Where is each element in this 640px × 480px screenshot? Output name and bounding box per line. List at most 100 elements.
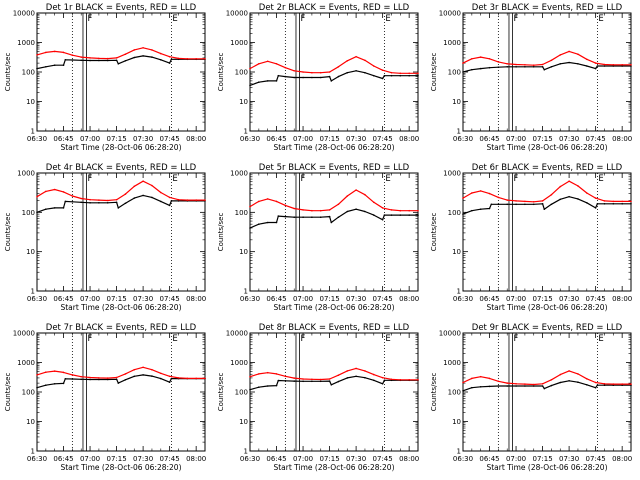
- events-point: [596, 384, 599, 387]
- lld-point: [302, 209, 304, 211]
- events-point: [603, 384, 606, 387]
- events-point: [53, 383, 56, 385]
- lld-point: [541, 383, 544, 385]
- events-point: [142, 55, 144, 57]
- y-axis-label: Counts/sec: [217, 53, 225, 92]
- y-tick-label: 10: [452, 418, 461, 426]
- x-tick-label: 06:45: [53, 295, 73, 303]
- time-marker-label: F: [88, 174, 93, 184]
- lld-point: [53, 188, 56, 191]
- events-point: [89, 59, 91, 62]
- events-point: [117, 63, 120, 65]
- events-point: [284, 75, 287, 78]
- y-tick-label: 10000: [226, 330, 248, 338]
- lld-point: [204, 58, 206, 60]
- lld-point: [89, 57, 91, 59]
- lld-point: [115, 57, 118, 59]
- y-tick-label: 10: [26, 418, 35, 426]
- x-tick-label: 07:15: [106, 135, 126, 143]
- lld-point: [373, 65, 375, 67]
- events-point: [568, 61, 570, 64]
- lld-point: [249, 375, 251, 378]
- lld-point: [399, 209, 402, 212]
- x-tick-label: 08:00: [612, 135, 632, 143]
- x-axis-label: Start Time (28-Oct-06 06:28:20): [273, 463, 394, 472]
- y-tick-label: 1: [244, 448, 248, 456]
- lld-point: [168, 196, 171, 199]
- events-point: [249, 84, 251, 87]
- time-marker-label: E: [385, 174, 390, 184]
- x-tick-label: 07:45: [373, 135, 393, 143]
- events-series-line: [36, 55, 205, 70]
- plot-frame: [36, 172, 206, 292]
- lld-point: [594, 381, 597, 384]
- events-point: [364, 71, 366, 74]
- y-tick-label: 10000: [13, 10, 35, 18]
- lld-point: [177, 377, 180, 379]
- events-point: [364, 210, 366, 213]
- events-point: [284, 380, 287, 382]
- x-tick-label: 06:45: [266, 455, 286, 463]
- events-point: [373, 74, 375, 77]
- events-point: [630, 203, 632, 205]
- lld-point: [364, 59, 366, 62]
- x-axis-label: Start Time (28-Oct-06 06:28:20): [486, 303, 607, 312]
- events-point: [64, 200, 67, 203]
- x-tick-label: 06:30: [27, 135, 47, 143]
- lld-point: [524, 64, 526, 66]
- y-tick-label: 1000: [443, 39, 461, 47]
- lld-point: [462, 381, 464, 384]
- detector-panel: Det 4r BLACK = Events, RED = LLD 1 10 100 10…: [4, 163, 206, 312]
- events-point: [142, 194, 144, 197]
- lld-point: [337, 374, 340, 377]
- lld-point: [515, 63, 517, 66]
- events-point: [586, 384, 588, 386]
- events-point: [249, 388, 251, 391]
- lld-point: [328, 378, 331, 380]
- x-tick-label: 06:45: [266, 135, 286, 143]
- events-point: [612, 65, 615, 67]
- events-point: [594, 386, 597, 389]
- lld-point: [408, 72, 411, 75]
- events-point: [603, 65, 606, 67]
- events-point: [337, 75, 340, 78]
- events-series-line: [249, 375, 418, 391]
- y-axis-label: Counts/sec: [4, 373, 12, 412]
- events-point: [80, 59, 82, 62]
- events-point: [62, 382, 65, 385]
- events-point: [417, 74, 419, 77]
- time-marker-label: E: [385, 334, 390, 344]
- y-axis-label: Counts/sec: [430, 373, 438, 412]
- events-point: [71, 59, 74, 61]
- events-point: [506, 385, 509, 387]
- x-tick-label: 08:00: [186, 135, 206, 143]
- events-point: [170, 200, 173, 202]
- lld-point: [258, 63, 260, 65]
- lld-point: [275, 200, 278, 203]
- lld-point: [311, 71, 313, 74]
- lld-point: [471, 377, 473, 380]
- x-axis-label: Start Time (28-Oct-06 06:28:20): [60, 143, 181, 152]
- events-point: [550, 384, 553, 387]
- lld-point: [577, 373, 579, 375]
- lld-series-line: [249, 56, 418, 74]
- time-marker-label: F: [514, 334, 519, 344]
- events-point: [36, 386, 38, 389]
- events-point: [346, 210, 349, 213]
- x-tick-label: 07:30: [133, 135, 153, 143]
- lld-point: [186, 199, 189, 201]
- x-tick-label: 06:30: [240, 135, 260, 143]
- x-tick-label: 06:45: [479, 135, 499, 143]
- lld-point: [36, 374, 38, 376]
- events-point: [541, 66, 544, 68]
- lld-point: [497, 380, 500, 383]
- lld-point: [249, 67, 251, 70]
- lld-point: [89, 198, 91, 201]
- y-axis-label: Counts/sec: [430, 213, 438, 252]
- lld-point: [98, 57, 100, 60]
- events-series-line: [462, 196, 631, 215]
- events-point: [532, 66, 535, 68]
- events-point: [71, 201, 74, 203]
- events-point: [328, 380, 331, 382]
- events-point: [293, 216, 296, 218]
